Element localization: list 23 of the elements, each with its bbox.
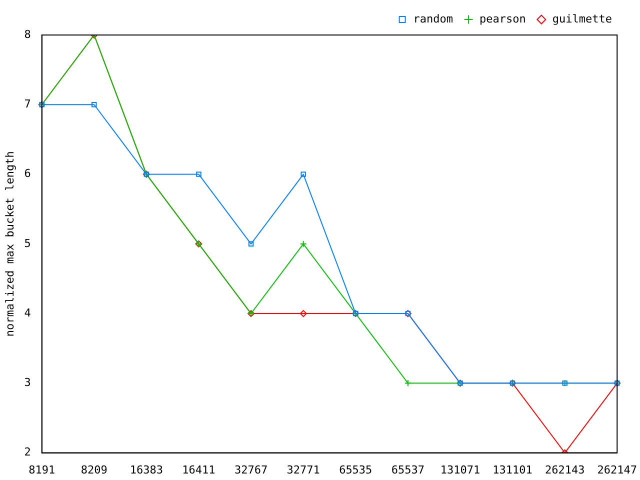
x-tick-label: 262143 [544,463,585,476]
legend-label: random [413,12,454,26]
x-tick-label: 65535 [339,463,372,476]
y-tick-label: 6 [24,167,31,180]
y-tick-label: 3 [24,376,31,390]
x-tick-label: 16383 [130,463,163,476]
y-axis-title: normalized max bucket length [3,151,16,337]
y-tick-label: 5 [24,236,31,250]
x-tick-label: 131101 [492,463,532,476]
x-tick-label: 32767 [234,463,268,476]
y-tick-label: 4 [24,306,32,320]
x-tick-label: 65537 [391,463,424,476]
x-tick-label: 8191 [28,463,56,476]
y-tick-label: 8 [24,28,31,41]
x-tick-label: 16411 [182,463,216,476]
x-tick-label: 262147 [597,463,638,476]
legend-label: pearson [480,12,526,26]
y-tick-label: 7 [24,97,31,110]
y-tick-label: 2 [24,446,31,459]
x-tick-label: 8209 [80,463,108,476]
x-tick-label: 131071 [440,463,480,476]
x-tick-label: 32771 [286,463,320,476]
legend-label: guilmette [552,12,612,26]
